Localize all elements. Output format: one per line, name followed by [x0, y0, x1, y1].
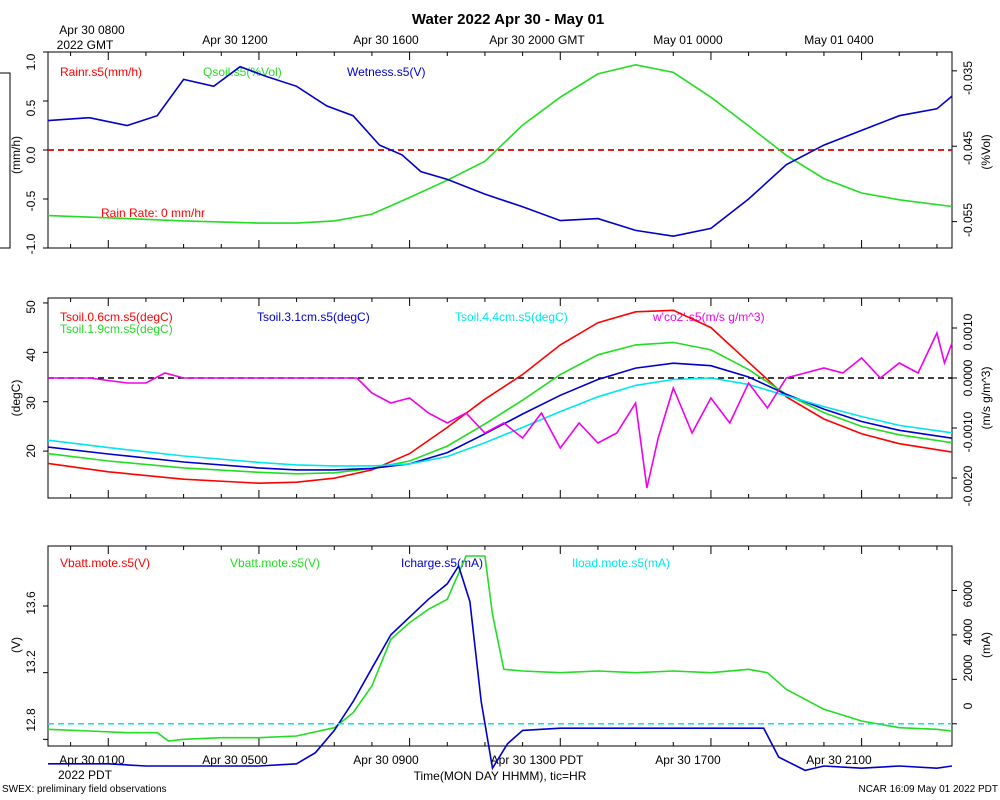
- y-tick-label: -0.5: [24, 190, 38, 211]
- y-tick-label: 50: [24, 300, 38, 314]
- pdt-tick-label: Apr 30 1700: [655, 753, 721, 767]
- gmt-tick-label: Apr 30 1600: [353, 33, 419, 47]
- y-axis-label-left: (mm/h): [9, 136, 23, 174]
- y-axis-label-right: (%Vol): [979, 134, 993, 169]
- y-tick-label-right: -0.035: [961, 61, 975, 95]
- y-tick-label-right: 0.0010: [961, 313, 975, 350]
- y-tick-label: 20: [24, 444, 38, 458]
- y-tick-label-right: 6000: [961, 580, 975, 607]
- gmt-tick-label: Apr 30 0800: [59, 23, 125, 37]
- footer-left: SWEX: preliminary field observations: [2, 784, 167, 795]
- y-tick-label-right: -0.0020: [961, 465, 975, 506]
- series-line-1-2: [47, 362, 953, 471]
- series-line-0-1: [47, 63, 953, 224]
- y-tick-label: -1.0: [24, 233, 38, 254]
- y-tick-label-right: -0.0010: [961, 411, 975, 452]
- y-tick-label-right: -0.045: [961, 131, 975, 165]
- bottom-pdt-axis-labels: Apr 30 0100 2022 PDT Apr 30 0500 Apr 30 …: [58, 753, 872, 783]
- y-axis-label-right: (m/s g/m^3): [979, 367, 993, 430]
- y-axis-label-left: (degC): [9, 380, 23, 417]
- y-tick-label: 0.5: [24, 99, 38, 116]
- legend-tsoil-31: Tsoil.3.1cm.s5(degC): [257, 310, 370, 324]
- gmt-tick-label: May 01 0400: [804, 33, 874, 47]
- series-line-2-1: [48, 564, 953, 772]
- y-tick-label-right: 4000: [961, 618, 975, 645]
- rain-rate-annotation: Rain Rate: 0 mm/hr: [101, 206, 205, 220]
- y-tick-label: 13.2: [24, 650, 38, 674]
- left-edge-bracket: [0, 72, 11, 249]
- pdt-year-label: 2022 PDT: [58, 768, 113, 782]
- y-tick-label: 1.0: [24, 53, 38, 70]
- legend-vbatt-green: Vbatt.mote.s5(V): [230, 556, 320, 570]
- chart-title: Water 2022 Apr 30 - May 01: [412, 11, 604, 28]
- gmt-year-label: 2022 GMT: [57, 38, 114, 52]
- series-line-1-0: [47, 309, 953, 485]
- legend-wetness: Wetness.s5(V): [347, 65, 425, 79]
- gmt-tick-label: Apr 30 1200: [202, 33, 268, 47]
- gmt-tick-label: Apr 30 2000 GMT: [489, 33, 585, 47]
- pdt-tick-label: Apr 30 0500: [202, 753, 268, 767]
- y-axis-label-right: (mA): [979, 632, 993, 658]
- y-tick-label: 40: [24, 348, 38, 362]
- y-tick-label-right: 0: [961, 702, 975, 709]
- legend-tsoil-44: Tsoil.4.4cm.s5(degC): [455, 310, 568, 324]
- gmt-tick-label: May 01 0000: [653, 33, 723, 47]
- panel-temperature-frame: [47, 297, 953, 499]
- legend-wco2: w'co2'.s5(m/s g/m^3): [652, 310, 765, 324]
- x-axis-label: Time(MON DAY HHMM), tic=HR: [414, 769, 587, 783]
- tick-marks: [43, 51, 957, 746]
- legend-iload: Iload.mote.s5(mA): [572, 556, 670, 570]
- series-line-1-1: [47, 341, 953, 475]
- y-axis-label-left: (V): [9, 637, 23, 653]
- y-tick-label: 30: [24, 396, 38, 410]
- top-gmt-axis-labels: Apr 30 0800 2022 GMT Apr 30 1200 Apr 30 …: [57, 23, 874, 52]
- pdt-tick-label: Apr 30 0900: [353, 753, 419, 767]
- series-line-1-3: [47, 377, 953, 467]
- legend-icharge: Icharge.s5(mA): [401, 556, 483, 570]
- series-line-2-0: [47, 555, 953, 742]
- y-tick-label: 0.0: [24, 146, 38, 163]
- series-line-1-4: [48, 330, 953, 489]
- y-tick-label: 13.6: [24, 591, 38, 615]
- legend-tsoil-06: Tsoil.0.6cm.s5(degC): [60, 310, 173, 324]
- legend-rainr: Rainr.s5(mm/h): [60, 65, 142, 79]
- footer-right: NCAR 16:09 May 01 2022 PDT: [858, 784, 998, 795]
- legend-tsoil-19: Tsoil.1.9cm.s5(degC): [60, 322, 173, 336]
- pdt-tick-label: Apr 30 1300 PDT: [491, 753, 584, 767]
- y-tick-label-right: 0.0000: [961, 359, 975, 396]
- series-layer: [47, 63, 953, 772]
- legend-vbatt-red: Vbatt.mote.s5(V): [60, 556, 150, 570]
- panel-power-frame: [47, 545, 953, 747]
- y-tick-label: 12.8: [24, 708, 38, 732]
- pdt-tick-label: Apr 30 2100: [806, 753, 872, 767]
- series-line-0-2: [47, 65, 953, 238]
- y-tick-label-right: 2000: [961, 654, 975, 681]
- y-tick-label-right: -0.055: [961, 203, 975, 237]
